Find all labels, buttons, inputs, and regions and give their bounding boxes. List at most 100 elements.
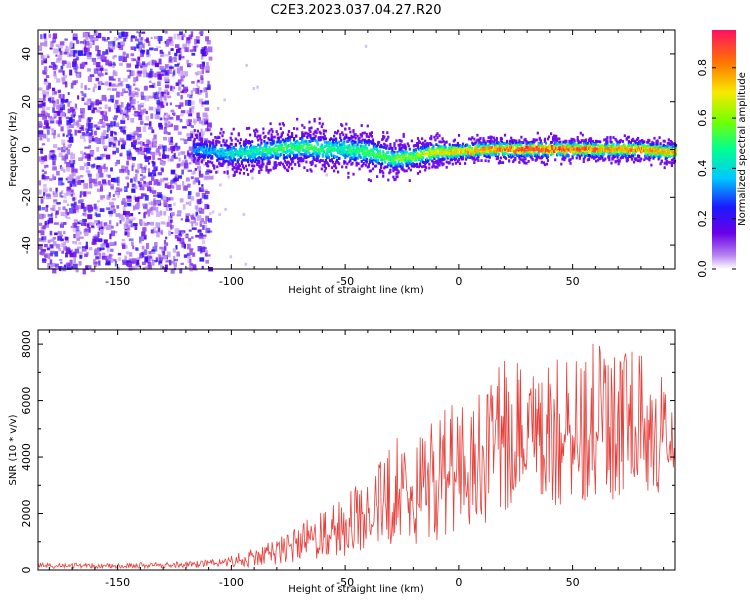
ridge-cell [287, 130, 291, 133]
ridge-cell [370, 159, 373, 163]
noise-cell [113, 139, 118, 142]
ridge-cell [354, 156, 357, 160]
noise-cell [146, 186, 152, 192]
noise-cell [131, 241, 134, 246]
ridge-cell [298, 163, 301, 167]
ridge-cell [340, 151, 343, 155]
noise-cell [135, 203, 141, 209]
ridge-cell [406, 142, 409, 146]
ridge-cell [237, 152, 240, 156]
noise-cell [138, 41, 143, 45]
ridge-cell [370, 134, 373, 138]
noise-cell [85, 131, 89, 134]
noise-cell [69, 160, 72, 163]
noise-cell [161, 247, 166, 253]
ridge-cell [322, 137, 325, 141]
ridge-cell [406, 164, 409, 167]
noise-cell [120, 41, 125, 47]
ridge-cell [320, 125, 323, 129]
noise-cell [190, 216, 196, 220]
noise-cell [88, 135, 92, 140]
ridge-cell [286, 154, 290, 157]
ridge-cell [215, 143, 218, 146]
noise-cell [153, 93, 159, 100]
noise-cell [132, 107, 136, 111]
noise-cell [145, 243, 149, 249]
noise-cell [325, 173, 328, 177]
ridge-cell [393, 144, 396, 148]
noise-cell [190, 90, 194, 97]
ridge-cell [556, 137, 559, 141]
noise-cell [203, 175, 209, 181]
noise-cell [197, 246, 202, 252]
ridge-cell [350, 152, 353, 156]
ridge-cell [342, 133, 345, 137]
ridge-cell [597, 158, 600, 162]
noise-cell [149, 47, 154, 51]
noise-cell [55, 210, 59, 215]
ridge-cell [388, 147, 391, 151]
ridge-core-cell [477, 149, 480, 152]
ridge-cell [412, 152, 415, 155]
ridge-cell [413, 164, 416, 168]
noise-cell [133, 144, 136, 150]
noise-cell [144, 256, 148, 262]
noise-cell [57, 120, 62, 125]
ridge-cell [522, 158, 525, 162]
noise-cell [163, 136, 167, 141]
ridge-cell [394, 160, 397, 164]
noise-cell [86, 100, 90, 105]
noise-cell [178, 104, 182, 109]
noise-cell [78, 261, 82, 266]
noise-cell [148, 127, 153, 130]
noise-cell [46, 91, 49, 95]
noise-cell [127, 156, 132, 161]
noise-cell [93, 261, 98, 267]
noise-cell [203, 221, 208, 224]
noise-cell [187, 256, 192, 259]
noise-cell [126, 134, 132, 141]
noise-cell [157, 71, 162, 77]
noise-cell [49, 120, 55, 124]
ridge-cell [385, 154, 388, 158]
noise-cell [182, 43, 188, 49]
ridge-cell [383, 135, 386, 139]
ridge-cell [370, 158, 373, 162]
noise-cell [51, 97, 55, 100]
noise-cell [91, 109, 95, 114]
noise-cell [53, 70, 57, 77]
noise-cell [116, 105, 120, 112]
noise-cell [121, 115, 125, 121]
noise-cell [204, 100, 209, 105]
noise-cell [83, 138, 86, 142]
noise-cell [112, 78, 116, 81]
ridge-core-cell [398, 155, 401, 159]
noise-cell [77, 180, 82, 185]
noise-cell [87, 173, 92, 178]
noise-cell [256, 85, 259, 89]
ridge-cell [269, 156, 272, 159]
noise-cell [126, 195, 132, 199]
ridge-cell [567, 146, 570, 150]
noise-cell [60, 238, 64, 242]
noise-cell [41, 207, 45, 211]
noise-cell [163, 76, 169, 82]
noise-cell [56, 111, 61, 116]
noise-cell [183, 185, 188, 191]
ridge-cell [407, 144, 410, 148]
noise-cell [152, 138, 155, 143]
noise-cell [73, 233, 76, 239]
ridge-cell [435, 147, 438, 151]
ridge-cell [425, 166, 428, 169]
noise-cell [137, 133, 142, 138]
noise-cell [96, 127, 100, 130]
noise-cell [153, 199, 157, 206]
noise-cell [141, 169, 145, 173]
ridge-cell [264, 135, 267, 138]
ridge-cell [561, 157, 564, 161]
ridge-cell [249, 141, 252, 145]
noise-cell [169, 259, 172, 266]
ridge-cell [265, 144, 268, 148]
ridge-cell [316, 156, 319, 160]
